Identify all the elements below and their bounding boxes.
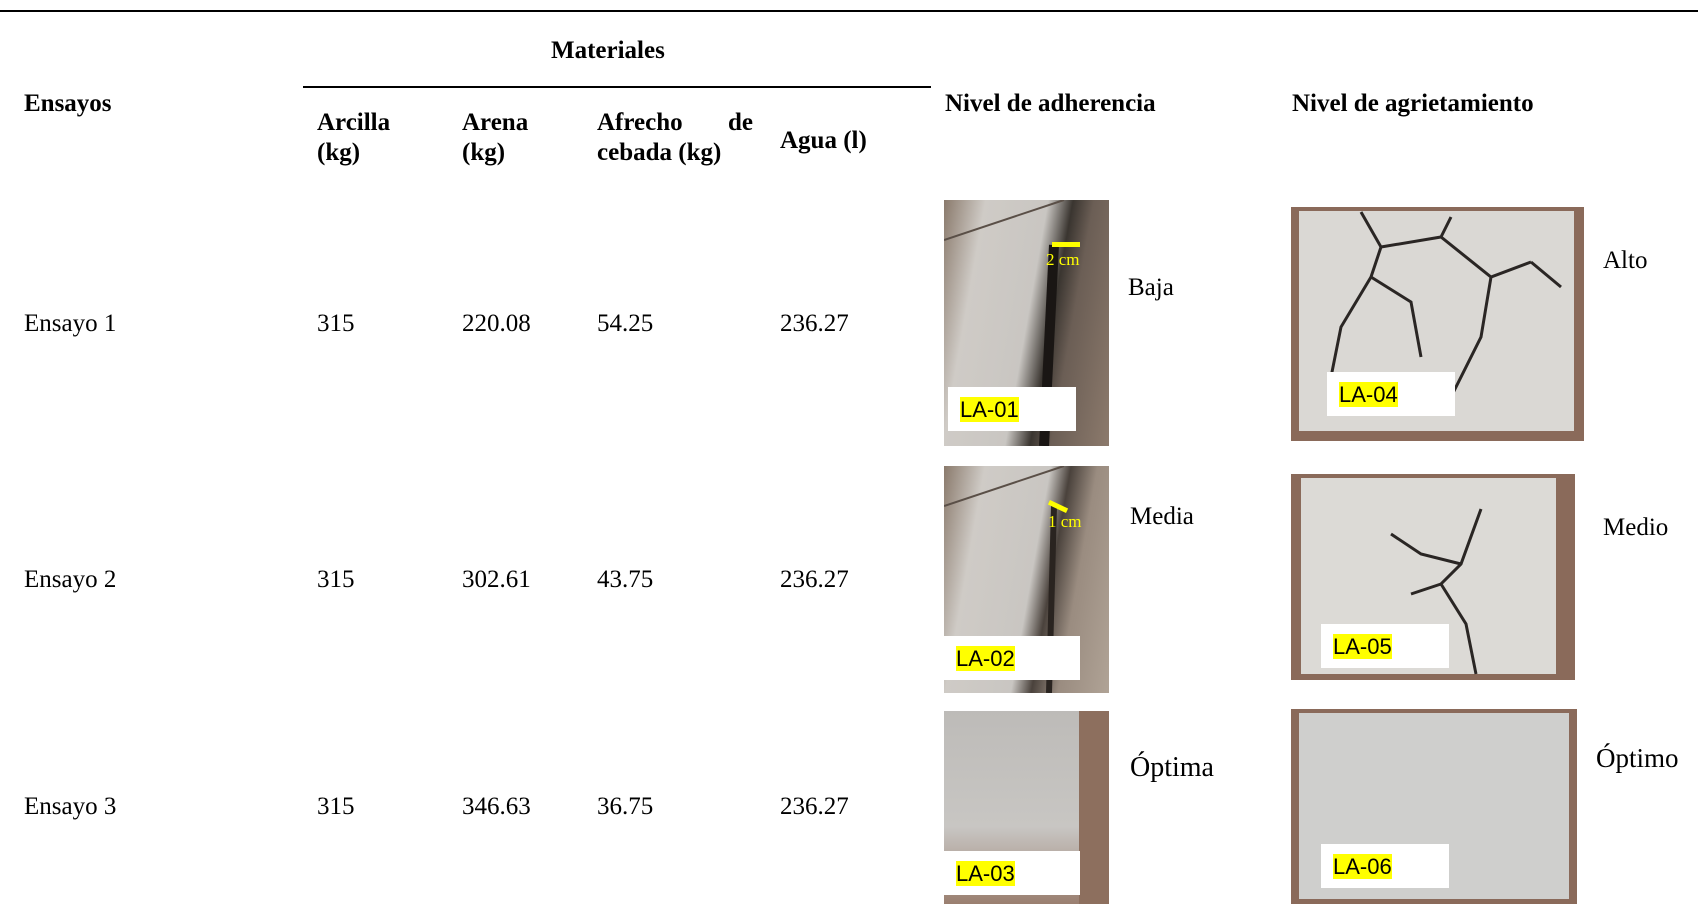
cell: Ensayo 2 xyxy=(24,566,117,593)
column-header: Nivel de adherencia xyxy=(945,90,1156,117)
level: Óptima xyxy=(1130,752,1214,783)
group-header: Materiales xyxy=(551,37,665,64)
photo-label-text: LA-06 xyxy=(1333,854,1392,879)
photo-label: LA-02 xyxy=(944,636,1080,680)
level: Óptimo xyxy=(1596,743,1679,773)
photo-label-text: LA-05 xyxy=(1333,634,1392,659)
scale-bar xyxy=(1052,242,1080,247)
level: Baja xyxy=(1128,274,1174,301)
level: Alto xyxy=(1603,247,1648,274)
cell: 302.61 xyxy=(462,566,531,593)
column-header: Arcilla (kg) xyxy=(317,109,391,166)
photo-label: LA-01 xyxy=(948,387,1076,431)
brick xyxy=(1079,711,1109,904)
cell: 315 xyxy=(317,566,355,593)
cell: 315 xyxy=(317,310,355,337)
scale-label: 1 cm xyxy=(1048,512,1082,531)
cell: 54.25 xyxy=(597,310,654,337)
column-header: Ensayos xyxy=(24,90,112,117)
photo: 2 cm LA-01 xyxy=(944,200,1109,446)
photo: LA-06 xyxy=(1291,709,1577,904)
photo-label-text: LA-01 xyxy=(960,397,1019,422)
photo-label: LA-05 xyxy=(1321,624,1449,668)
photo-label-text: LA-03 xyxy=(956,861,1015,886)
photo-label-text: LA-02 xyxy=(956,646,1015,671)
cell: 43.75 xyxy=(597,566,654,593)
photo-label: LA-06 xyxy=(1321,844,1449,888)
photo: 1 cm LA-02 xyxy=(944,466,1109,693)
cell: 236.27 xyxy=(780,793,849,820)
photo: LA-04 xyxy=(1291,207,1584,441)
cell: Ensayo 1 xyxy=(24,310,117,337)
photo-label: LA-03 xyxy=(944,851,1080,895)
cell: 236.27 xyxy=(780,566,849,593)
top-rule xyxy=(0,10,1698,12)
cell: 315 xyxy=(317,793,355,820)
scale-label: 2 cm xyxy=(1046,250,1080,269)
cell: 346.63 xyxy=(462,793,531,820)
column-header: Nivel de agrietamiento xyxy=(1292,90,1534,117)
column-header: Agua (l) xyxy=(780,127,867,154)
photo: LA-05 xyxy=(1291,474,1575,680)
column-header: Arena (kg) xyxy=(462,109,529,166)
photo-label-text: LA-04 xyxy=(1339,382,1398,407)
photo-label: LA-04 xyxy=(1327,372,1455,416)
level: Media xyxy=(1130,503,1194,530)
photo: LA-03 xyxy=(944,711,1109,904)
column-header: Afrecho de cebada (kg) xyxy=(597,109,753,166)
cell: Ensayo 3 xyxy=(24,793,117,820)
cell: 220.08 xyxy=(462,310,531,337)
level: Medio xyxy=(1603,514,1669,541)
group-rule xyxy=(303,86,931,88)
cell: 236.27 xyxy=(780,310,849,337)
cell: 36.75 xyxy=(597,793,654,820)
